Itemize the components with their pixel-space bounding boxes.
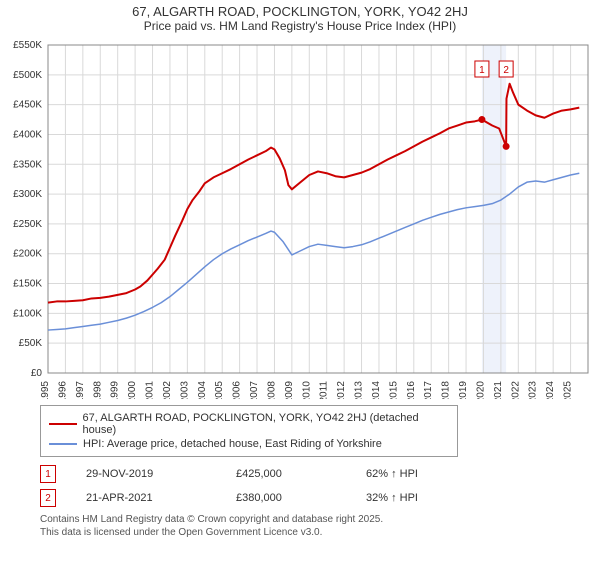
svg-text:2020: 2020: [475, 381, 486, 399]
svg-text:1996: 1996: [57, 381, 68, 399]
legend-swatch: [49, 423, 77, 425]
svg-text:£350K: £350K: [13, 159, 42, 170]
transaction-delta: 32% ↑ HPI: [366, 492, 418, 504]
transaction-badge: 1: [40, 465, 56, 483]
svg-text:2008: 2008: [266, 381, 277, 399]
svg-text:2009: 2009: [284, 381, 295, 399]
svg-text:2: 2: [503, 65, 509, 76]
svg-text:1: 1: [479, 65, 485, 76]
footnote-line: Contains HM Land Registry data © Crown c…: [40, 513, 592, 526]
svg-text:£400K: £400K: [13, 129, 42, 140]
svg-text:2000: 2000: [127, 381, 138, 399]
svg-text:£0: £0: [31, 368, 43, 379]
svg-text:2025: 2025: [563, 381, 574, 399]
transaction-badge: 2: [40, 489, 56, 507]
svg-text:2007: 2007: [249, 381, 260, 399]
svg-text:1997: 1997: [75, 381, 86, 399]
svg-text:2022: 2022: [510, 381, 521, 399]
svg-text:2006: 2006: [232, 381, 243, 399]
svg-text:£150K: £150K: [13, 279, 42, 290]
svg-text:2015: 2015: [388, 381, 399, 399]
svg-text:£250K: £250K: [13, 219, 42, 230]
svg-text:2021: 2021: [493, 381, 504, 399]
svg-text:2014: 2014: [371, 381, 382, 399]
transaction-date: 21-APR-2021: [86, 492, 206, 504]
svg-text:£500K: £500K: [13, 70, 42, 81]
svg-text:2019: 2019: [458, 381, 469, 399]
svg-text:£100K: £100K: [13, 308, 42, 319]
svg-text:2018: 2018: [441, 381, 452, 399]
transaction-row: 2 21-APR-2021 £380,000 32% ↑ HPI: [40, 489, 592, 507]
footnote-line: This data is licensed under the Open Gov…: [40, 526, 592, 539]
legend: 67, ALGARTH ROAD, POCKLINGTON, YORK, YO4…: [40, 405, 458, 457]
svg-text:2002: 2002: [162, 381, 173, 399]
svg-text:1999: 1999: [110, 381, 121, 399]
svg-text:£450K: £450K: [13, 100, 42, 111]
chart-area: £0 £50K £100K £150K £200K £250K £300K £350K £400…: [4, 39, 594, 399]
svg-text:2023: 2023: [528, 381, 539, 399]
svg-text:2017: 2017: [423, 381, 434, 399]
svg-text:1998: 1998: [92, 381, 103, 399]
svg-text:2003: 2003: [179, 381, 190, 399]
svg-text:£300K: £300K: [13, 189, 42, 200]
transaction-delta: 62% ↑ HPI: [366, 468, 418, 480]
legend-swatch: [49, 443, 77, 445]
footnote: Contains HM Land Registry data © Crown c…: [40, 513, 592, 539]
chart-subtitle: Price paid vs. HM Land Registry's House …: [0, 19, 600, 33]
svg-text:2024: 2024: [545, 381, 556, 399]
svg-text:2011: 2011: [319, 381, 330, 399]
svg-text:2005: 2005: [214, 381, 225, 399]
legend-item: 67, ALGARTH ROAD, POCKLINGTON, YORK, YO4…: [49, 412, 449, 436]
svg-text:2001: 2001: [145, 381, 156, 399]
svg-text:1995: 1995: [40, 381, 51, 399]
line-chart: £0 £50K £100K £150K £200K £250K £300K £350K £400…: [4, 39, 594, 399]
svg-text:2013: 2013: [354, 381, 365, 399]
legend-item: HPI: Average price, detached house, East…: [49, 438, 449, 450]
svg-text:2012: 2012: [336, 381, 347, 399]
transaction-price: £380,000: [236, 492, 336, 504]
svg-text:£550K: £550K: [13, 40, 42, 51]
transactions-list: 1 29-NOV-2019 £425,000 62% ↑ HPI 2 21-APR-202…: [40, 465, 592, 507]
svg-text:£50K: £50K: [19, 338, 43, 349]
svg-text:£200K: £200K: [13, 249, 42, 260]
legend-label: HPI: Average price, detached house, East…: [83, 438, 382, 450]
transaction-price: £425,000: [236, 468, 336, 480]
transaction-row: 1 29-NOV-2019 £425,000 62% ↑ HPI: [40, 465, 592, 483]
chart-title: 67, ALGARTH ROAD, POCKLINGTON, YORK, YO4…: [0, 4, 600, 19]
svg-text:2016: 2016: [406, 381, 417, 399]
legend-label: 67, ALGARTH ROAD, POCKLINGTON, YORK, YO4…: [83, 412, 449, 436]
svg-text:2004: 2004: [197, 381, 208, 399]
transaction-date: 29-NOV-2019: [86, 468, 206, 480]
svg-text:2010: 2010: [301, 381, 312, 399]
